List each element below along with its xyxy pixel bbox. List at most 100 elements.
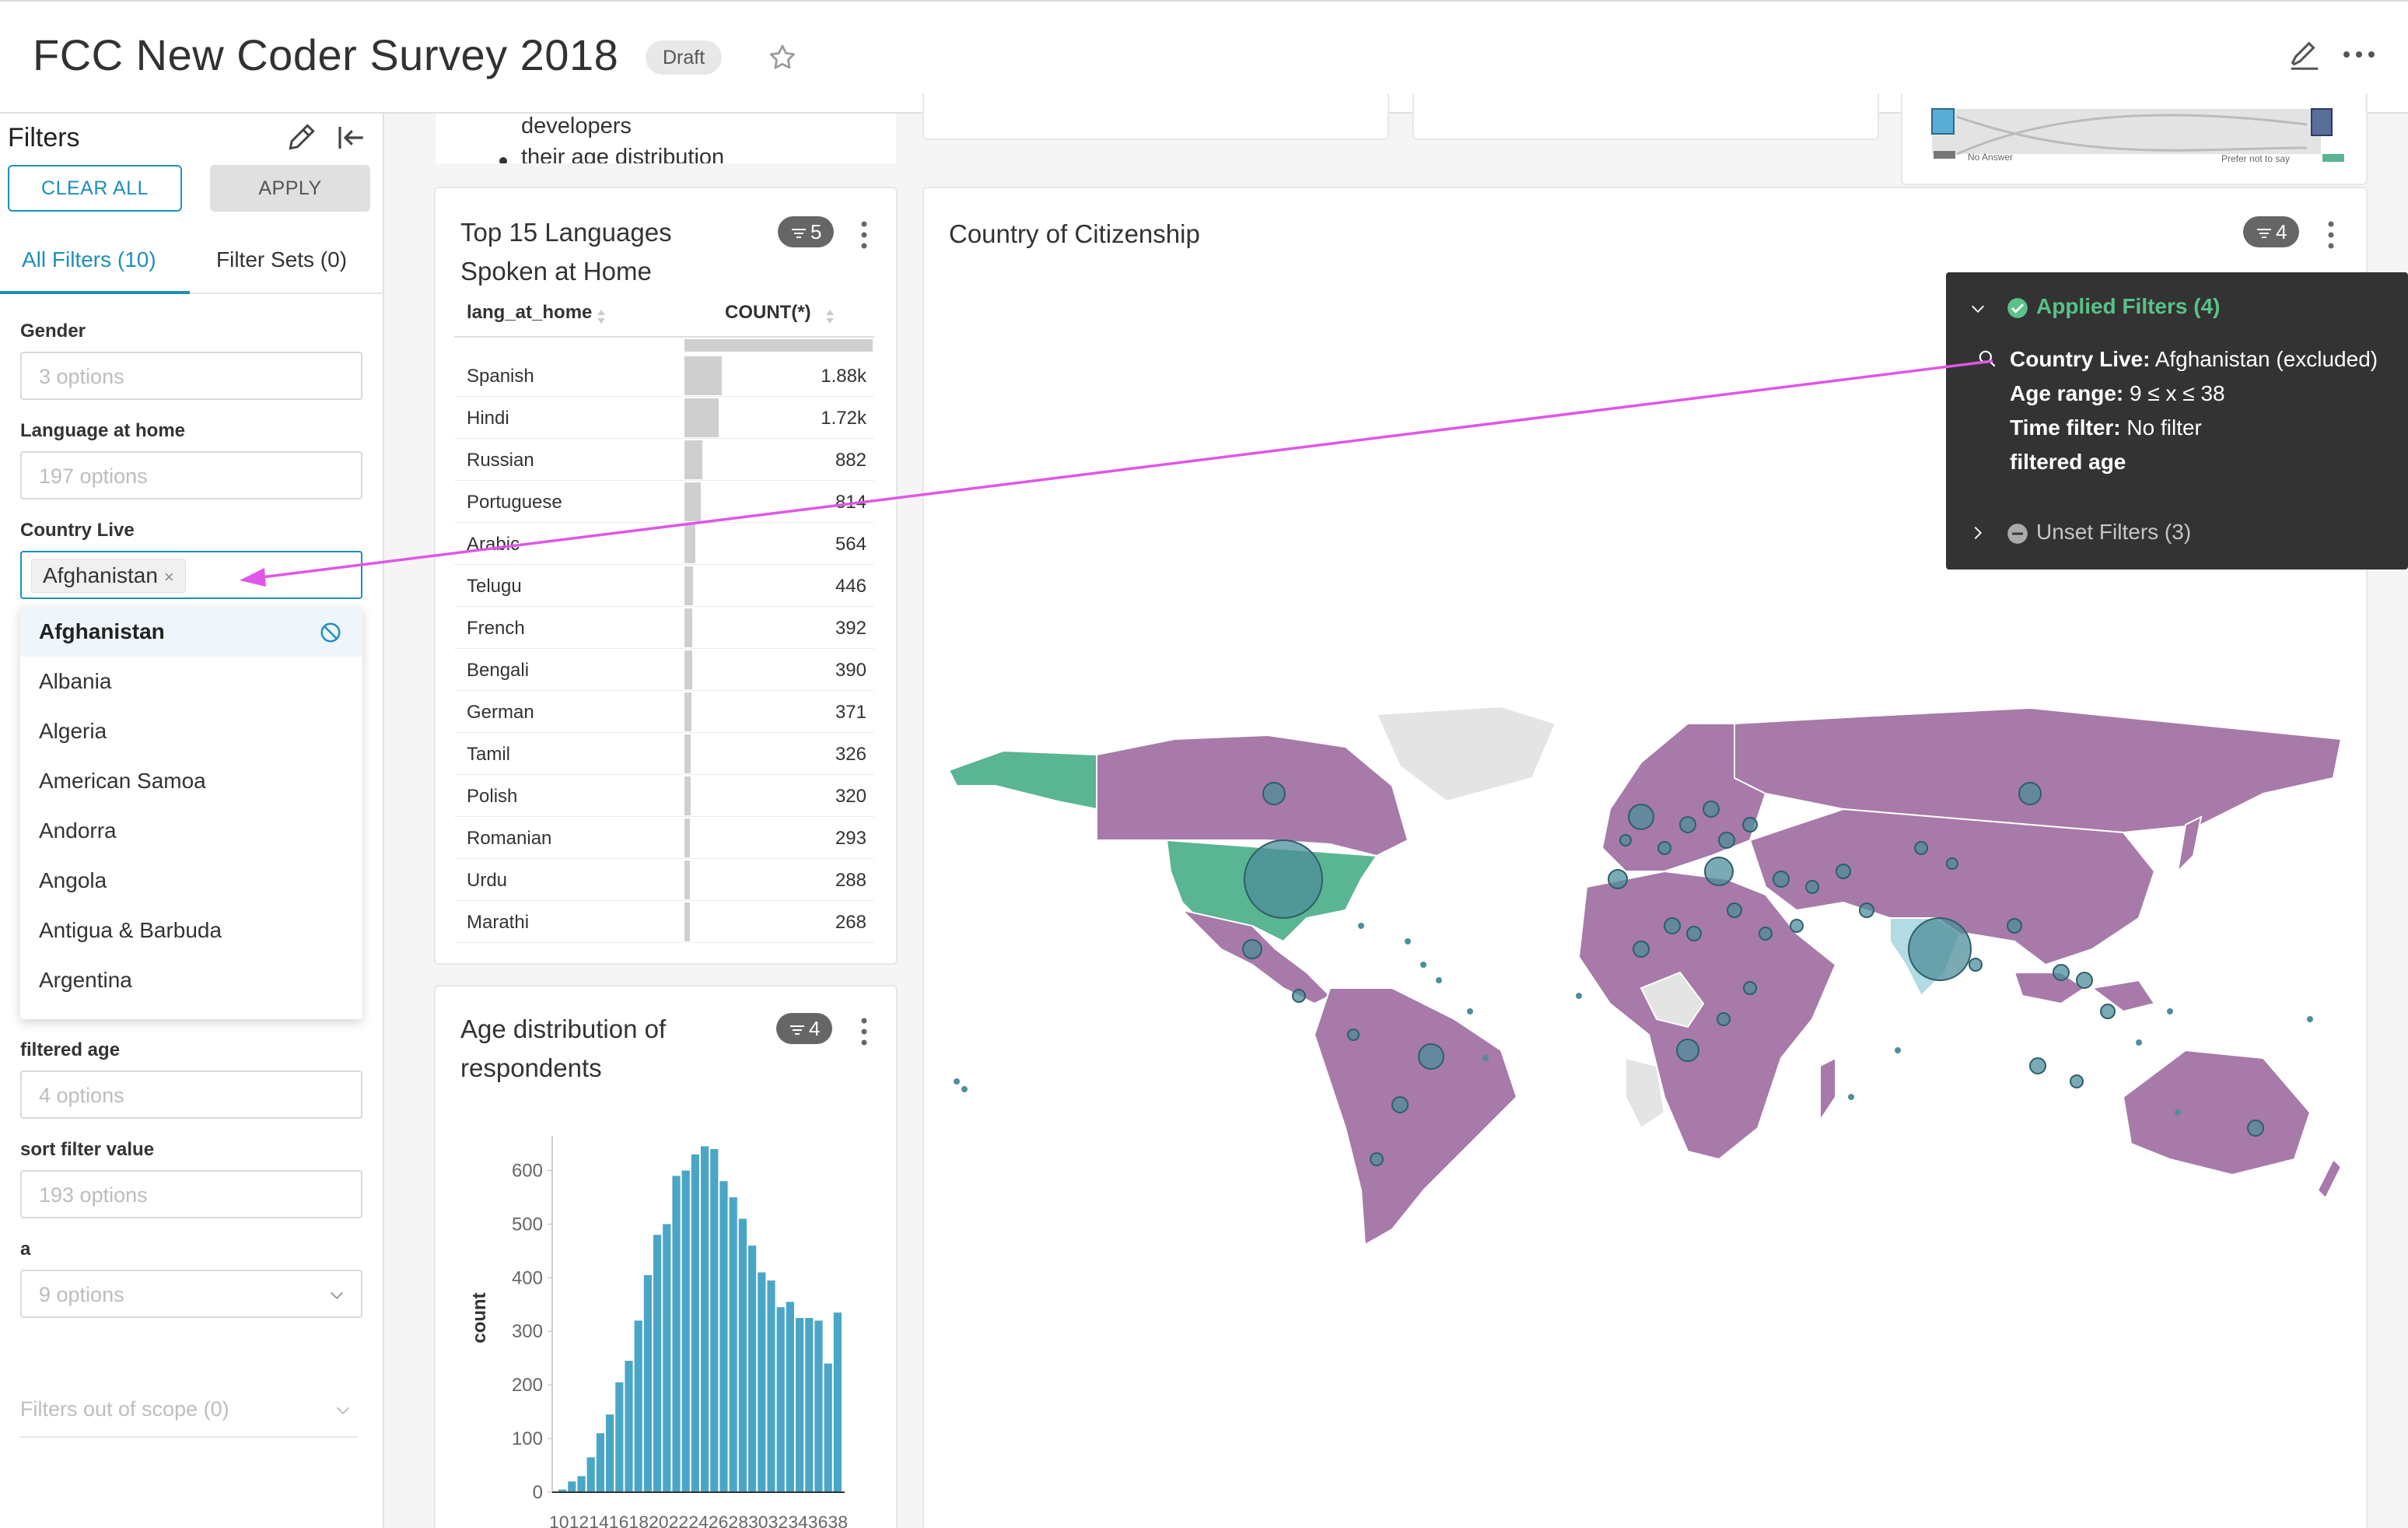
filtered-age-select[interactable]: 4 options bbox=[20, 1071, 362, 1119]
histogram-bar[interactable] bbox=[729, 1197, 737, 1492]
chevron-down-icon[interactable] bbox=[1969, 300, 1986, 317]
country-option[interactable]: Argentina bbox=[39, 968, 132, 992]
cell-bar bbox=[684, 902, 690, 941]
cell-bar bbox=[684, 524, 695, 563]
edit-dashboard-icon[interactable] bbox=[2287, 37, 2322, 73]
country-option[interactable]: Andorra bbox=[39, 818, 117, 843]
star-icon[interactable] bbox=[767, 42, 798, 73]
histogram-bar[interactable] bbox=[681, 1170, 690, 1493]
histogram-bar[interactable] bbox=[634, 1320, 642, 1492]
filter-label-a: a bbox=[20, 1239, 31, 1260]
chevron-right-icon[interactable] bbox=[1969, 524, 1986, 541]
country-option[interactable]: Afghanistan bbox=[20, 607, 362, 657]
histogram-bar[interactable] bbox=[786, 1302, 794, 1492]
clear-all-button[interactable]: CLEAR ALL bbox=[8, 165, 182, 212]
sort-filter-select[interactable]: 193 options bbox=[20, 1170, 362, 1218]
histogram-bar[interactable] bbox=[758, 1272, 766, 1492]
table-row: Spanish 1.88k bbox=[454, 355, 874, 397]
histogram-bar[interactable] bbox=[625, 1361, 633, 1492]
table-row: Telugu 446 bbox=[454, 565, 874, 607]
histogram-bar[interactable] bbox=[738, 1218, 747, 1493]
a-select[interactable]: 9 options bbox=[20, 1270, 362, 1318]
histogram-bar[interactable] bbox=[833, 1312, 842, 1492]
card-menu-icon[interactable] bbox=[859, 219, 870, 251]
gender-select[interactable]: 3 options bbox=[20, 352, 362, 400]
histogram-bar[interactable] bbox=[701, 1146, 709, 1492]
applied-filters-header[interactable]: Applied Filters (4) bbox=[2036, 294, 2221, 318]
histogram-bar[interactable] bbox=[663, 1224, 671, 1492]
filter-icon bbox=[790, 1025, 804, 1036]
country-bubble bbox=[1292, 989, 1306, 1003]
age-histogram: 0 100 200 300 400 500 600 count 1012141618202224… bbox=[469, 1136, 848, 1528]
column-header[interactable]: COUNT(*) bbox=[725, 302, 811, 323]
country-option[interactable]: Albania bbox=[39, 669, 112, 693]
world-map[interactable] bbox=[941, 692, 2349, 1253]
histogram-bar[interactable] bbox=[748, 1246, 757, 1492]
histogram-bar[interactable] bbox=[653, 1235, 662, 1492]
y-tick-label: 400 bbox=[512, 1267, 543, 1288]
country-option[interactable]: American Samoa bbox=[39, 769, 206, 793]
histogram-bar[interactable] bbox=[615, 1382, 624, 1492]
sankey-snippet: No Answer Prefer not to say bbox=[1931, 108, 2344, 164]
edit-filters-icon[interactable] bbox=[285, 120, 319, 154]
tab-filter-sets[interactable]: Filter Sets (0) bbox=[216, 247, 348, 272]
histogram-bar[interactable] bbox=[586, 1457, 595, 1492]
card-menu-icon[interactable] bbox=[859, 1016, 870, 1047]
histogram-bar[interactable] bbox=[814, 1320, 823, 1492]
country-option[interactable]: Antigua & Barbuda bbox=[39, 918, 222, 942]
active-tab-indicator bbox=[0, 291, 190, 294]
country-bubble bbox=[1743, 981, 1757, 995]
histogram-bar[interactable] bbox=[767, 1280, 775, 1492]
country-option[interactable]: Angola bbox=[39, 868, 107, 892]
table-row: Tamil 326 bbox=[454, 733, 874, 775]
cell-count: 882 bbox=[835, 450, 866, 471]
histogram-bar[interactable] bbox=[719, 1181, 728, 1492]
card-title: Top 15 Languages bbox=[460, 218, 672, 247]
histogram-bar[interactable] bbox=[577, 1476, 586, 1492]
tab-all-filters[interactable]: All Filters (10) bbox=[22, 247, 156, 272]
more-options-icon[interactable] bbox=[2341, 47, 2377, 62]
histogram-bar[interactable] bbox=[710, 1148, 719, 1492]
histogram-bar[interactable] bbox=[558, 1489, 567, 1492]
island-dots bbox=[954, 923, 2313, 1116]
histogram-bar[interactable] bbox=[568, 1481, 576, 1492]
country-option[interactable]: Algeria bbox=[39, 719, 107, 743]
filter-icon bbox=[2257, 229, 2271, 239]
unset-filters-header[interactable]: Unset Filters (3) bbox=[2036, 520, 2192, 544]
language-select[interactable]: 197 options bbox=[20, 451, 362, 499]
card-menu-icon[interactable] bbox=[2326, 219, 2336, 251]
histogram-bar[interactable] bbox=[796, 1318, 804, 1492]
histogram-bar[interactable] bbox=[672, 1176, 681, 1492]
histogram-bar[interactable] bbox=[606, 1414, 614, 1492]
card-title: Age distribution of bbox=[460, 1015, 667, 1043]
histogram-bar[interactable] bbox=[596, 1433, 604, 1492]
sort-icon[interactable] bbox=[596, 308, 607, 325]
country-shape bbox=[1375, 705, 1557, 803]
cell-bar bbox=[684, 440, 702, 479]
histogram-bar[interactable] bbox=[805, 1318, 814, 1492]
country-bubble bbox=[2029, 1057, 2046, 1074]
filter-badge[interactable]: 4 bbox=[2243, 216, 2300, 247]
cell-bar bbox=[684, 398, 719, 437]
country-bubble bbox=[2076, 972, 2093, 989]
country-bubble bbox=[1657, 841, 1671, 855]
apply-button[interactable]: APPLY bbox=[210, 165, 370, 212]
remove-chip-icon[interactable]: × bbox=[163, 567, 174, 587]
column-header[interactable]: lang_at_home bbox=[467, 302, 593, 323]
filters-out-of-scope[interactable]: Filters out of scope (0) bbox=[20, 1397, 358, 1438]
filter-key: Country Live: bbox=[2010, 347, 2151, 371]
histogram-bar[interactable] bbox=[776, 1307, 785, 1492]
filter-badge[interactable]: 4 bbox=[776, 1013, 833, 1044]
selected-country-chip[interactable]: Afghanistan × bbox=[31, 559, 186, 593]
legend-left: No Answer bbox=[1968, 152, 2013, 163]
cell-count: 1.88k bbox=[821, 366, 866, 387]
collapse-icon[interactable] bbox=[334, 121, 367, 154]
exclude-icon[interactable] bbox=[319, 621, 342, 644]
status-badge[interactable]: Draft bbox=[646, 40, 723, 75]
sort-icon[interactable] bbox=[824, 308, 835, 325]
filter-badge[interactable]: 5 bbox=[778, 216, 835, 247]
histogram-bar[interactable] bbox=[691, 1154, 699, 1492]
country-live-select[interactable]: Afghanistan × bbox=[20, 551, 362, 599]
histogram-bar[interactable] bbox=[643, 1274, 652, 1492]
histogram-bar[interactable] bbox=[824, 1363, 832, 1492]
